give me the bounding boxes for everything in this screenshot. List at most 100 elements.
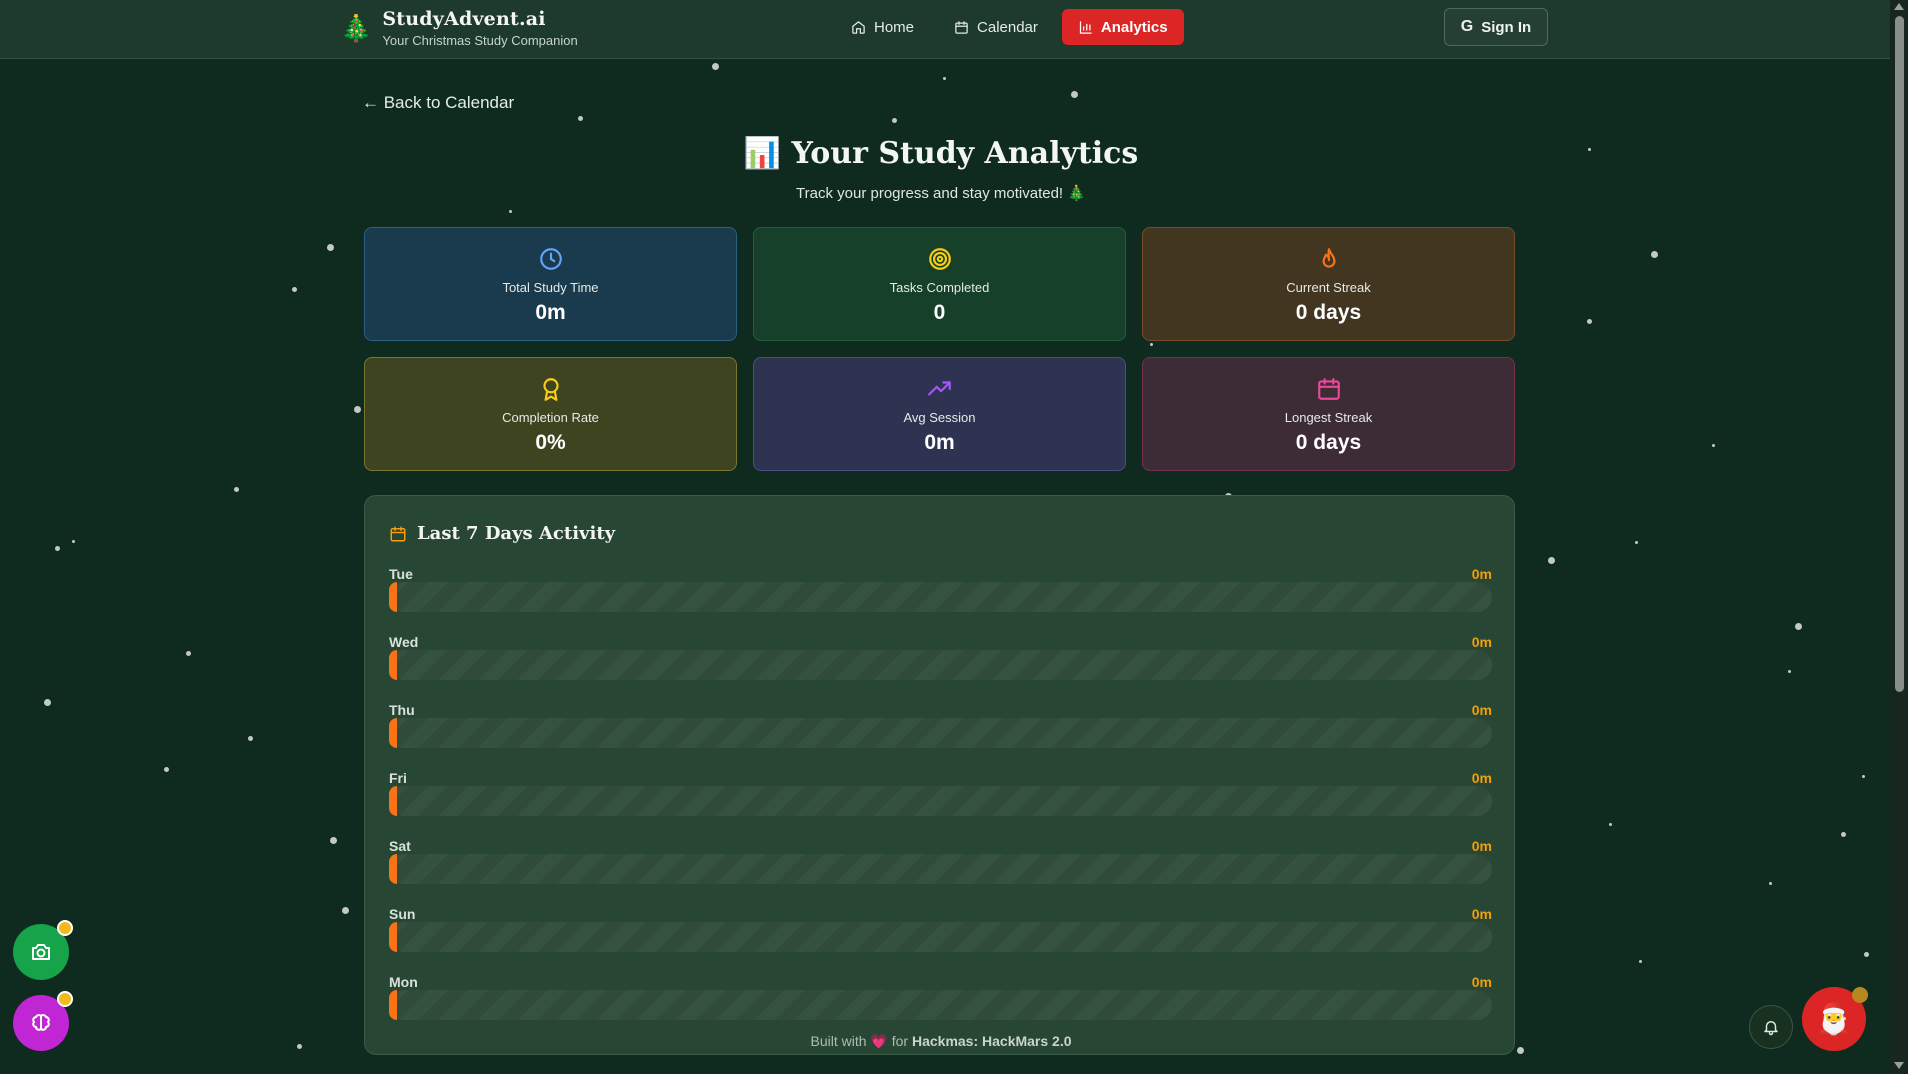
calendar-icon <box>390 526 406 541</box>
day-row-tue: Tue 0m <box>389 566 1492 622</box>
brand[interactable]: 🎄 StudyAdvent.ai Your Christmas Study Co… <box>340 8 578 48</box>
heart-icon: 💗 <box>870 1033 888 1049</box>
notification-dot <box>57 920 73 936</box>
scroll-up-arrow-icon[interactable] <box>1894 3 1904 10</box>
stat-card-completion-rate: Completion Rate 0% <box>364 357 737 471</box>
stat-value: 0% <box>535 431 566 454</box>
ai-brain-button[interactable] <box>13 991 73 1051</box>
tree-logo-icon: 🎄 <box>340 12 373 43</box>
stat-value: 0 <box>933 301 946 324</box>
snowflake <box>164 767 170 773</box>
day-value: 0m <box>1471 838 1492 854</box>
scrollbar[interactable] <box>1890 0 1908 1074</box>
stat-label: Tasks Completed <box>889 280 990 295</box>
footer-middle: for <box>891 1033 909 1049</box>
scroll-down-arrow-icon[interactable] <box>1894 1062 1904 1069</box>
day-value: 0m <box>1471 566 1492 582</box>
snowflake <box>248 735 254 741</box>
day-row-sat: Sat 0m <box>389 838 1492 894</box>
page-title-text: Your Study Analytics <box>791 136 1139 171</box>
snowflake <box>1149 342 1153 346</box>
camera-button[interactable] <box>13 920 73 980</box>
snowflake <box>43 699 51 707</box>
stat-label: Total Study Time <box>502 280 599 295</box>
snowflake <box>292 287 298 293</box>
main-nav: Home Calendar Analytics <box>835 9 1184 45</box>
activity-title: Last 7 Days Activity <box>389 523 615 544</box>
snowflake <box>943 76 947 80</box>
footer-event: Hackmas: HackMars 2.0 <box>911 1033 1072 1049</box>
snowflake <box>1794 622 1802 630</box>
snowflake <box>1517 1047 1525 1055</box>
snowflake <box>1586 318 1592 324</box>
snowflake <box>233 486 239 492</box>
santa-assistant-button[interactable]: 🎅 <box>1802 987 1868 1051</box>
stat-value: 0m <box>535 301 566 324</box>
notification-dot <box>1852 987 1868 1003</box>
progress-fill <box>389 990 397 1020</box>
day-value: 0m <box>1471 770 1492 786</box>
santa-icon: 🎅 <box>1815 1002 1853 1036</box>
stat-label: Avg Session <box>903 410 976 425</box>
activity-title-text: Last 7 Days Activity <box>417 523 616 544</box>
calendar-icon <box>955 20 968 34</box>
notification-dot <box>57 991 73 1007</box>
snowflake <box>1587 148 1591 152</box>
scroll-thumb[interactable] <box>1895 16 1904 692</box>
stat-card-longest-streak: Longest Streak 0 days <box>1142 357 1515 471</box>
snowflake <box>296 1043 302 1049</box>
day-value: 0m <box>1471 974 1492 990</box>
nav-analytics[interactable]: Analytics <box>1061 9 1184 45</box>
camera-icon <box>32 944 50 960</box>
progress-track <box>389 990 1492 1020</box>
snowflake <box>341 907 349 915</box>
snowflake <box>508 210 512 214</box>
day-row-sun: Sun 0m <box>389 906 1492 962</box>
snowflake <box>1608 823 1612 827</box>
progress-track <box>389 650 1492 680</box>
sign-in-button[interactable]: G Sign In <box>1444 8 1548 46</box>
weekly-activity-panel: Last 7 Days Activity Tue 0m Wed 0m Thu 0… <box>364 495 1515 1055</box>
home-icon <box>852 20 865 34</box>
award-icon <box>542 378 559 401</box>
progress-fill <box>389 786 397 816</box>
stat-label: Longest Streak <box>1284 410 1373 425</box>
progress-track <box>389 582 1492 612</box>
chart-emoji-icon: 📊 <box>743 136 782 171</box>
stat-card-current-streak: Current Streak 0 days <box>1142 227 1515 341</box>
google-icon: G <box>1460 18 1474 35</box>
clock-icon <box>539 248 562 270</box>
back-to-calendar-link[interactable]: ← Back to Calendar <box>362 93 515 112</box>
notifications-button[interactable] <box>1749 1005 1793 1049</box>
day-row-fri: Fri 0m <box>389 770 1492 826</box>
snowflake <box>354 406 362 414</box>
progress-fill <box>389 718 397 748</box>
snowflake <box>71 540 75 544</box>
nav-calendar[interactable]: Calendar <box>938 9 1054 45</box>
brand-name: StudyAdvent.ai <box>382 8 546 30</box>
day-name: Thu <box>389 702 415 718</box>
progress-fill <box>389 650 397 680</box>
stat-card-avg-session: Avg Session 0m <box>753 357 1126 471</box>
footer: Built with 💗 for Hackmas: HackMars 2.0 <box>0 1033 1882 1050</box>
nav-home[interactable]: Home <box>835 9 930 45</box>
snowflake <box>1769 881 1773 885</box>
day-value: 0m <box>1471 906 1492 922</box>
progress-track <box>389 922 1492 952</box>
day-name: Sat <box>389 838 411 854</box>
snowflake <box>186 650 192 656</box>
stat-value: 0 days <box>1295 431 1362 454</box>
bar-chart-icon <box>1079 20 1092 34</box>
footer-prefix: Built with <box>810 1033 867 1049</box>
snowflake <box>1547 557 1555 565</box>
progress-fill <box>389 854 397 884</box>
day-row-thu: Thu 0m <box>389 702 1492 758</box>
snowflake <box>54 546 60 552</box>
day-name: Sun <box>389 906 416 922</box>
day-name: Tue <box>389 566 413 582</box>
day-row-mon: Mon 0m <box>389 974 1492 1030</box>
snowflake <box>891 117 897 123</box>
snowflake <box>1787 670 1791 674</box>
flame-icon <box>1322 248 1335 268</box>
snowflake <box>1635 541 1639 545</box>
